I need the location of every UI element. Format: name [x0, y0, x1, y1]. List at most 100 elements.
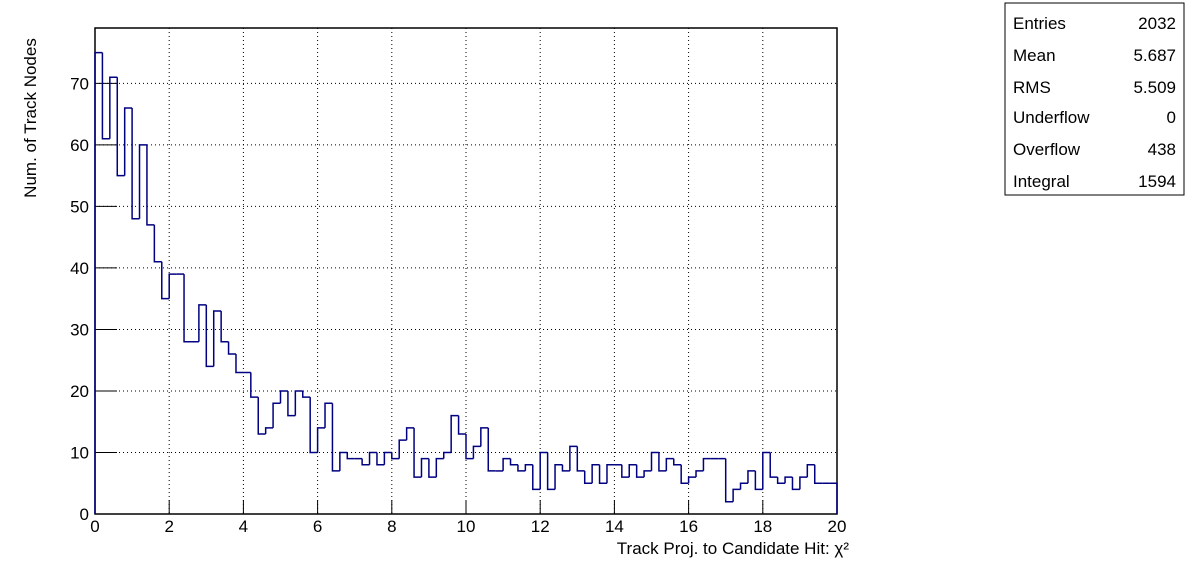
histogram-bin: [94, 51, 103, 514]
y-tick-label: 40: [70, 259, 89, 278]
histogram-bin: [257, 397, 266, 435]
histogram-bin: [302, 390, 311, 398]
stats-label: Integral: [1013, 172, 1070, 191]
histogram-bin: [539, 451, 548, 490]
histogram-bin: [665, 457, 674, 471]
histogram-bin: [361, 458, 370, 466]
histogram-bin: [509, 458, 518, 466]
histogram-bin: [561, 464, 570, 472]
x-tick-label: 0: [90, 517, 99, 536]
histogram-bin: [806, 464, 815, 478]
histogram-bin: [554, 464, 563, 490]
histogram-bin: [272, 402, 281, 428]
histogram-bin: [442, 451, 452, 459]
x-tick-label: 10: [457, 517, 476, 536]
histogram-bin: [739, 482, 748, 490]
x-tick-label: 16: [679, 517, 698, 536]
histogram-bin: [754, 470, 763, 491]
x-tick-label: 4: [239, 517, 248, 536]
histogram-bin: [146, 144, 155, 226]
histogram-bin: [606, 464, 615, 484]
histogram-bin: [116, 77, 125, 177]
histogram-bin: [598, 464, 607, 484]
histogram-bin: [680, 464, 689, 484]
stats-value: 0: [1167, 108, 1176, 127]
histogram-bin: [658, 452, 667, 472]
histogram-bin: [131, 107, 140, 220]
histogram-bin: [294, 390, 303, 416]
x-axis-label: Track Proj. to Candidate Hit: χ²: [617, 539, 850, 558]
histogram-bin: [339, 451, 348, 471]
stats-box: [1004, 2, 1185, 196]
histogram-bin: [621, 464, 630, 478]
histogram-bin: [212, 310, 222, 367]
histogram-bin: [168, 273, 177, 299]
histogram-bin: [324, 402, 333, 428]
histogram-bin: [109, 76, 118, 139]
histogram-bin: [279, 390, 288, 404]
histogram-bin: [813, 464, 823, 484]
y-tick-label: 70: [70, 74, 89, 93]
histogram-bin: [420, 457, 429, 478]
histogram-bin: [205, 304, 214, 368]
x-tick-label: 20: [828, 517, 847, 536]
histogram-bin: [643, 470, 652, 478]
histogram-bin: [465, 434, 474, 460]
histogram-bin: [687, 476, 697, 484]
histogram-bin: [628, 464, 637, 478]
stats-value: 1594: [1138, 172, 1176, 191]
histogram-bin: [123, 107, 133, 176]
y-tick-label: 0: [80, 505, 89, 524]
y-axis-label: Num. of Track Nodes: [21, 38, 40, 198]
histogram-bin: [309, 397, 318, 454]
y-tick-label: 30: [70, 320, 89, 339]
histogram-bin: [398, 439, 407, 459]
histogram-bin: [769, 452, 778, 478]
x-tick-label: 8: [387, 517, 396, 536]
stats-label: Mean: [1013, 46, 1056, 65]
histogram-bin: [138, 144, 147, 219]
stats-value: 5.509: [1133, 78, 1176, 97]
histogram-bin: [235, 354, 244, 374]
stats-label: RMS: [1013, 78, 1051, 97]
histogram-bin: [405, 427, 415, 441]
histogram-bin: [799, 476, 808, 490]
histogram-bin: [732, 488, 741, 502]
histogram-bin: [762, 451, 771, 490]
histogram-bin: [583, 470, 593, 484]
histogram-bin: [161, 261, 170, 300]
histogram-bin: [517, 464, 526, 472]
histogram-bin: [264, 427, 274, 435]
histogram-bin: [673, 458, 682, 466]
histogram-bin: [776, 477, 786, 484]
histogram-bin: [791, 477, 800, 491]
histogram-bin: [435, 457, 444, 478]
y-tick-label: 20: [70, 382, 89, 401]
histogram-bin: [829, 482, 838, 514]
histogram-bin: [591, 464, 600, 484]
histogram-bin: [502, 457, 511, 471]
histogram-bin: [724, 458, 734, 503]
histogram-bin: [153, 224, 162, 263]
histogram-bin: [635, 464, 645, 478]
histogram-bin: [413, 427, 422, 478]
histogram-bin: [227, 341, 236, 355]
histogram-bin: [569, 445, 578, 471]
histogram-bin: [472, 445, 481, 459]
histogram-bin: [428, 458, 437, 478]
histogram-bin: [695, 470, 704, 478]
histogram-bin: [457, 415, 466, 435]
histogram-bin: [368, 451, 377, 465]
histogram-bin: [220, 310, 229, 343]
y-tick-label: 50: [70, 197, 89, 216]
x-tick-label: 18: [753, 517, 772, 536]
stats-value: 438: [1148, 140, 1176, 159]
x-tick-label: 14: [605, 517, 624, 536]
histogram-bin: [250, 372, 259, 398]
histogram-bin: [747, 470, 756, 484]
stats-label: Overflow: [1013, 140, 1081, 159]
histogram-bin: [650, 451, 659, 471]
y-tick-label: 60: [70, 136, 89, 155]
